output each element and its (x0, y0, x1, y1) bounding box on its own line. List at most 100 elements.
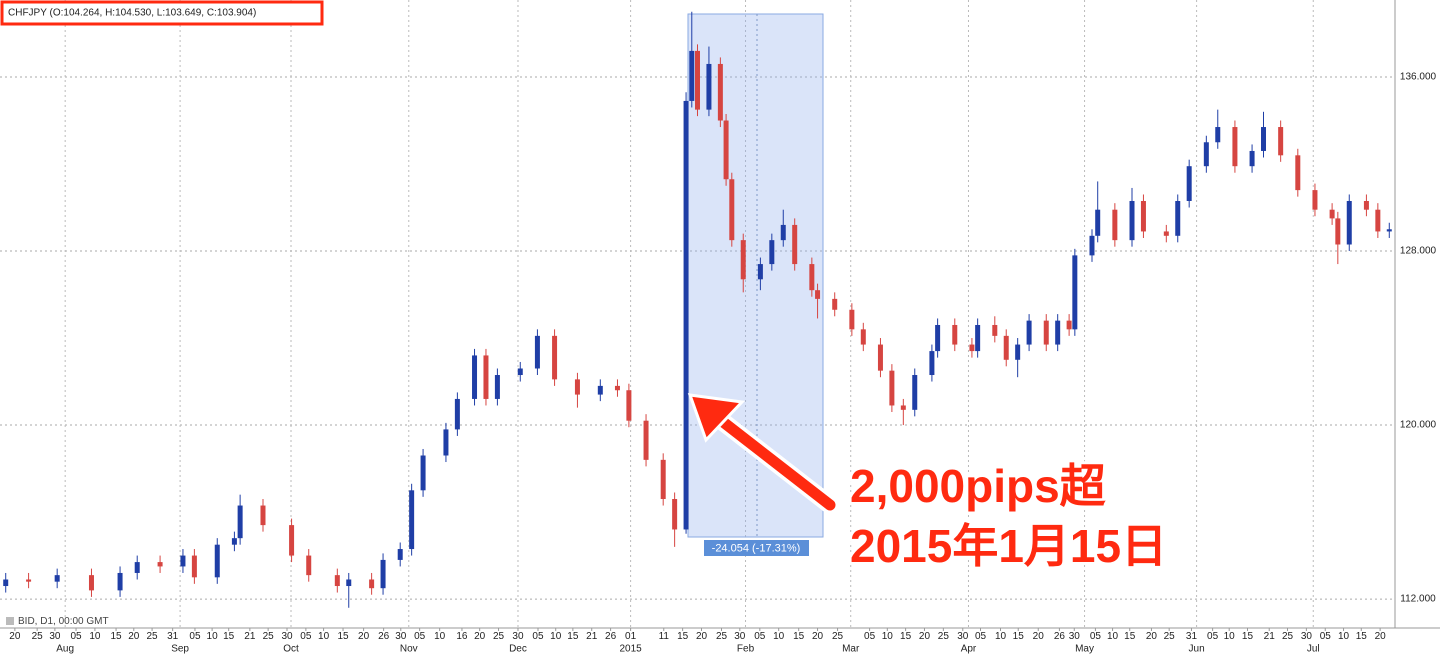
x-tick-label: 10 (89, 631, 101, 642)
x-tick-label: 05 (414, 631, 426, 642)
x-tick-label: 05 (1207, 631, 1219, 642)
x-tick-label: 10 (207, 631, 219, 642)
candle-body (26, 579, 32, 582)
x-tick-label: 20 (696, 631, 708, 642)
x-tick-label: 25 (493, 631, 505, 642)
candle-body (860, 329, 866, 345)
candle-body (231, 538, 237, 545)
candle-body (237, 505, 243, 539)
candle-body (191, 555, 197, 578)
candle-body (849, 309, 855, 330)
candle-body (992, 324, 998, 336)
candle-body (397, 549, 403, 560)
candle-body (494, 375, 500, 399)
candle-body (597, 385, 603, 395)
candle-body (729, 179, 735, 241)
arrow (687, 393, 839, 514)
candle-body (757, 264, 763, 280)
candle-body (672, 499, 678, 530)
candle-body (683, 100, 689, 530)
candle-body (346, 579, 352, 587)
x-tick-label: 20 (9, 631, 21, 642)
candle-body (134, 562, 140, 573)
x-tick-label: 21 (1264, 631, 1276, 642)
x-tick-label: 30 (512, 631, 524, 642)
candle-body (689, 50, 695, 101)
x-tick-label: 15 (337, 631, 349, 642)
candle-body (157, 562, 163, 567)
x-tick-label: 15 (110, 631, 122, 642)
title-box (0, 0, 324, 26)
candle-body (1295, 155, 1301, 191)
x-tick-label: 25 (832, 631, 844, 642)
arrow-head (687, 393, 746, 443)
annotation: 2015年1月15日 (850, 520, 1167, 572)
x-tick-label: 16 (456, 631, 468, 642)
month-label: Aug (56, 644, 74, 654)
candle-body (1163, 231, 1169, 236)
annotation: 2,000pips超 (850, 460, 1107, 512)
x-tick-label: 21 (244, 631, 256, 642)
x-tick-label: 05 (1320, 631, 1332, 642)
x-tick-label: 05 (70, 631, 82, 642)
candle-body (1386, 229, 1392, 232)
candle-body (1003, 335, 1009, 360)
x-tick-label: 05 (864, 631, 876, 642)
month-label: Nov (400, 644, 418, 654)
candle-body (695, 50, 700, 110)
x-tick-label: 05 (189, 631, 201, 642)
candle-body (1089, 235, 1095, 256)
candle-body (289, 525, 295, 556)
candle-body (723, 120, 729, 180)
candle-body (420, 455, 426, 491)
x-tick-label: 30 (49, 631, 61, 642)
x-tick-label: 10 (1338, 631, 1350, 642)
month-label: Sep (171, 644, 189, 654)
x-tick-label: 15 (1124, 631, 1136, 642)
candle-body (1335, 218, 1341, 245)
x-tick-label: 30 (1069, 631, 1081, 642)
candle-body (792, 224, 798, 265)
candle-body (900, 405, 906, 410)
x-tick-label: 15 (223, 631, 235, 642)
candle-body (472, 355, 478, 399)
x-tick-label: 25 (263, 631, 275, 642)
candle-body (88, 575, 94, 591)
x-tick-label: 20 (1375, 631, 1387, 642)
candle-body (369, 579, 375, 589)
y-tick-label: 112.000 (1400, 594, 1436, 605)
candle-body (1043, 320, 1049, 345)
x-tick-label: 10 (318, 631, 330, 642)
candle-body (54, 575, 60, 582)
candle-body (334, 575, 340, 587)
candle-body (614, 385, 620, 391)
candle-body (574, 379, 580, 395)
x-tick-label: 15 (1242, 631, 1254, 642)
candle-body (1175, 200, 1181, 236)
x-tick-label: 25 (1164, 631, 1176, 642)
candle-body (1072, 255, 1078, 330)
candle-body (1140, 200, 1146, 232)
x-tick-label: 15 (1356, 631, 1368, 642)
y-tick-label: 120.000 (1400, 420, 1437, 431)
candle-body (717, 63, 723, 121)
candle-body (1015, 344, 1021, 360)
x-tick-label: 01 (625, 631, 637, 642)
x-tick-label: 21 (586, 631, 598, 642)
candle-body (809, 264, 815, 291)
candle-body (409, 490, 415, 550)
x-tick-label: 30 (395, 631, 407, 642)
x-tick-label: 25 (32, 631, 44, 642)
x-tick-label: 15 (1013, 631, 1025, 642)
y-tick-label: 136.000 (1400, 72, 1437, 83)
candle-body (380, 559, 386, 589)
x-tick-label: 10 (434, 631, 446, 642)
candle-body (832, 298, 838, 310)
x-tick-label: 10 (1224, 631, 1236, 642)
x-tick-label: 15 (793, 631, 805, 642)
candle-body (306, 555, 312, 576)
x-tick-label: 30 (734, 631, 746, 642)
candle-body (935, 324, 941, 352)
x-tick-label: 10 (995, 631, 1007, 642)
candle-body (1112, 209, 1118, 241)
